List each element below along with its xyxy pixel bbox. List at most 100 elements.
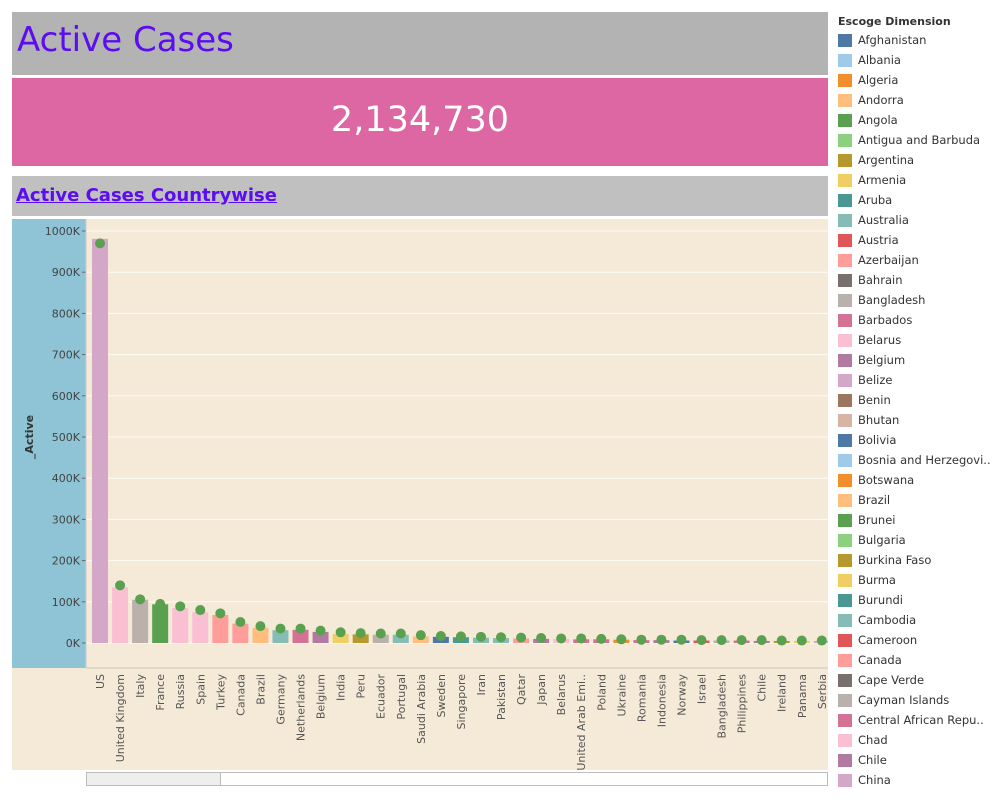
legend-item[interactable]: Angola	[838, 110, 898, 130]
data-marker[interactable]	[536, 633, 547, 644]
data-marker[interactable]	[115, 580, 126, 591]
bar[interactable]	[232, 623, 249, 643]
legend-item[interactable]: Azerbaijan	[838, 250, 919, 270]
data-marker[interactable]	[215, 608, 226, 619]
legend-item[interactable]: Chad	[838, 730, 888, 750]
legend-item[interactable]: Cameroon	[838, 630, 917, 650]
data-marker[interactable]	[135, 594, 146, 605]
legend-item[interactable]: Central African Repu..	[838, 710, 984, 730]
legend-item[interactable]: Burundi	[838, 590, 903, 610]
data-marker[interactable]	[475, 631, 486, 642]
bar[interactable]	[152, 604, 169, 643]
x-tick-label: Bangladesh	[716, 674, 729, 739]
data-marker[interactable]	[175, 601, 186, 612]
data-marker[interactable]	[95, 238, 106, 249]
legend-item[interactable]: Cape Verde	[838, 670, 924, 690]
bar[interactable]	[132, 599, 149, 643]
legend-label: Angola	[858, 113, 898, 127]
data-marker[interactable]	[355, 628, 366, 639]
data-marker[interactable]	[516, 632, 527, 643]
data-marker[interactable]	[295, 623, 306, 634]
legend-item[interactable]: Bangladesh	[838, 290, 925, 310]
data-marker[interactable]	[375, 628, 386, 639]
data-marker[interactable]	[556, 633, 567, 644]
horizontal-scrollbar[interactable]	[86, 772, 828, 786]
legend-item[interactable]: Cambodia	[838, 610, 916, 630]
data-marker[interactable]	[776, 635, 787, 646]
legend-item[interactable]: Antigua and Barbuda	[838, 130, 980, 150]
legend-item[interactable]: Burma	[838, 570, 896, 590]
bar[interactable]	[372, 634, 389, 643]
data-marker[interactable]	[596, 633, 607, 644]
data-marker[interactable]	[496, 632, 507, 643]
bar[interactable]	[352, 634, 369, 643]
x-tick-label: Serbia	[816, 674, 828, 709]
legend-item[interactable]: Aruba	[838, 190, 892, 210]
legend-item[interactable]: Afghanistan	[838, 30, 926, 50]
data-marker[interactable]	[435, 630, 446, 641]
data-marker[interactable]	[816, 635, 827, 646]
data-marker[interactable]	[616, 634, 627, 645]
data-marker[interactable]	[155, 598, 166, 609]
legend-item[interactable]: Burkina Faso	[838, 550, 931, 570]
legend-item[interactable]: Bosnia and Herzegovi..	[838, 450, 991, 470]
legend-item[interactable]: Cayman Islands	[838, 690, 949, 710]
legend-item[interactable]: Bolivia	[838, 430, 896, 450]
data-marker[interactable]	[636, 634, 647, 645]
data-marker[interactable]	[756, 635, 767, 646]
data-marker[interactable]	[235, 616, 246, 627]
legend-item[interactable]: Bahrain	[838, 270, 902, 290]
bar[interactable]	[212, 614, 229, 643]
x-tick-label: Saudi Arabia	[415, 674, 428, 744]
data-marker[interactable]	[656, 634, 667, 645]
legend-item[interactable]: Algeria	[838, 70, 898, 90]
legend-item[interactable]: Andorra	[838, 90, 904, 110]
legend-item[interactable]: Argentina	[838, 150, 914, 170]
data-marker[interactable]	[696, 635, 707, 646]
bar[interactable]	[112, 587, 129, 643]
legend-item[interactable]: Botswana	[838, 470, 914, 490]
bar[interactable]	[172, 607, 189, 643]
bar[interactable]	[292, 629, 309, 643]
legend-item[interactable]: Bulgaria	[838, 530, 906, 550]
bar[interactable]	[312, 631, 329, 643]
legend-item[interactable]: Albania	[838, 50, 901, 70]
data-marker[interactable]	[255, 621, 266, 632]
data-marker[interactable]	[676, 634, 687, 645]
bar[interactable]	[332, 633, 349, 643]
legend-item[interactable]: Brunei	[838, 510, 895, 530]
legend-item[interactable]: Belize	[838, 370, 892, 390]
section-title-link[interactable]: Active Cases Countrywise	[16, 185, 277, 206]
legend-swatch	[838, 313, 852, 327]
legend-item[interactable]: Benin	[838, 390, 891, 410]
y-tick-label: 300K	[52, 513, 81, 526]
data-marker[interactable]	[576, 633, 587, 644]
data-marker[interactable]	[195, 605, 206, 616]
legend-item[interactable]: China	[838, 770, 891, 790]
legend-item[interactable]: Austria	[838, 230, 899, 250]
data-marker[interactable]	[736, 635, 747, 646]
scrollbar-thumb[interactable]	[87, 773, 221, 785]
legend-item[interactable]: Bhutan	[838, 410, 899, 430]
data-marker[interactable]	[275, 623, 286, 634]
bar[interactable]	[272, 630, 289, 643]
data-marker[interactable]	[415, 630, 426, 641]
bar[interactable]	[392, 634, 409, 643]
data-marker[interactable]	[796, 635, 807, 646]
legend-item[interactable]: Australia	[838, 210, 909, 230]
data-marker[interactable]	[395, 628, 406, 639]
legend-item[interactable]: Belgium	[838, 350, 905, 370]
bar[interactable]	[252, 627, 269, 643]
legend-item[interactable]: Belarus	[838, 330, 901, 350]
data-marker[interactable]	[335, 627, 346, 638]
legend-item[interactable]: Brazil	[838, 490, 890, 510]
legend-item[interactable]: Armenia	[838, 170, 906, 190]
legend-item[interactable]: Chile	[838, 750, 887, 770]
bar[interactable]	[92, 238, 109, 643]
legend-item[interactable]: Barbados	[838, 310, 912, 330]
bar[interactable]	[192, 612, 209, 643]
data-marker[interactable]	[315, 625, 326, 636]
data-marker[interactable]	[716, 635, 727, 646]
legend-item[interactable]: Canada	[838, 650, 902, 670]
data-marker[interactable]	[455, 631, 466, 642]
